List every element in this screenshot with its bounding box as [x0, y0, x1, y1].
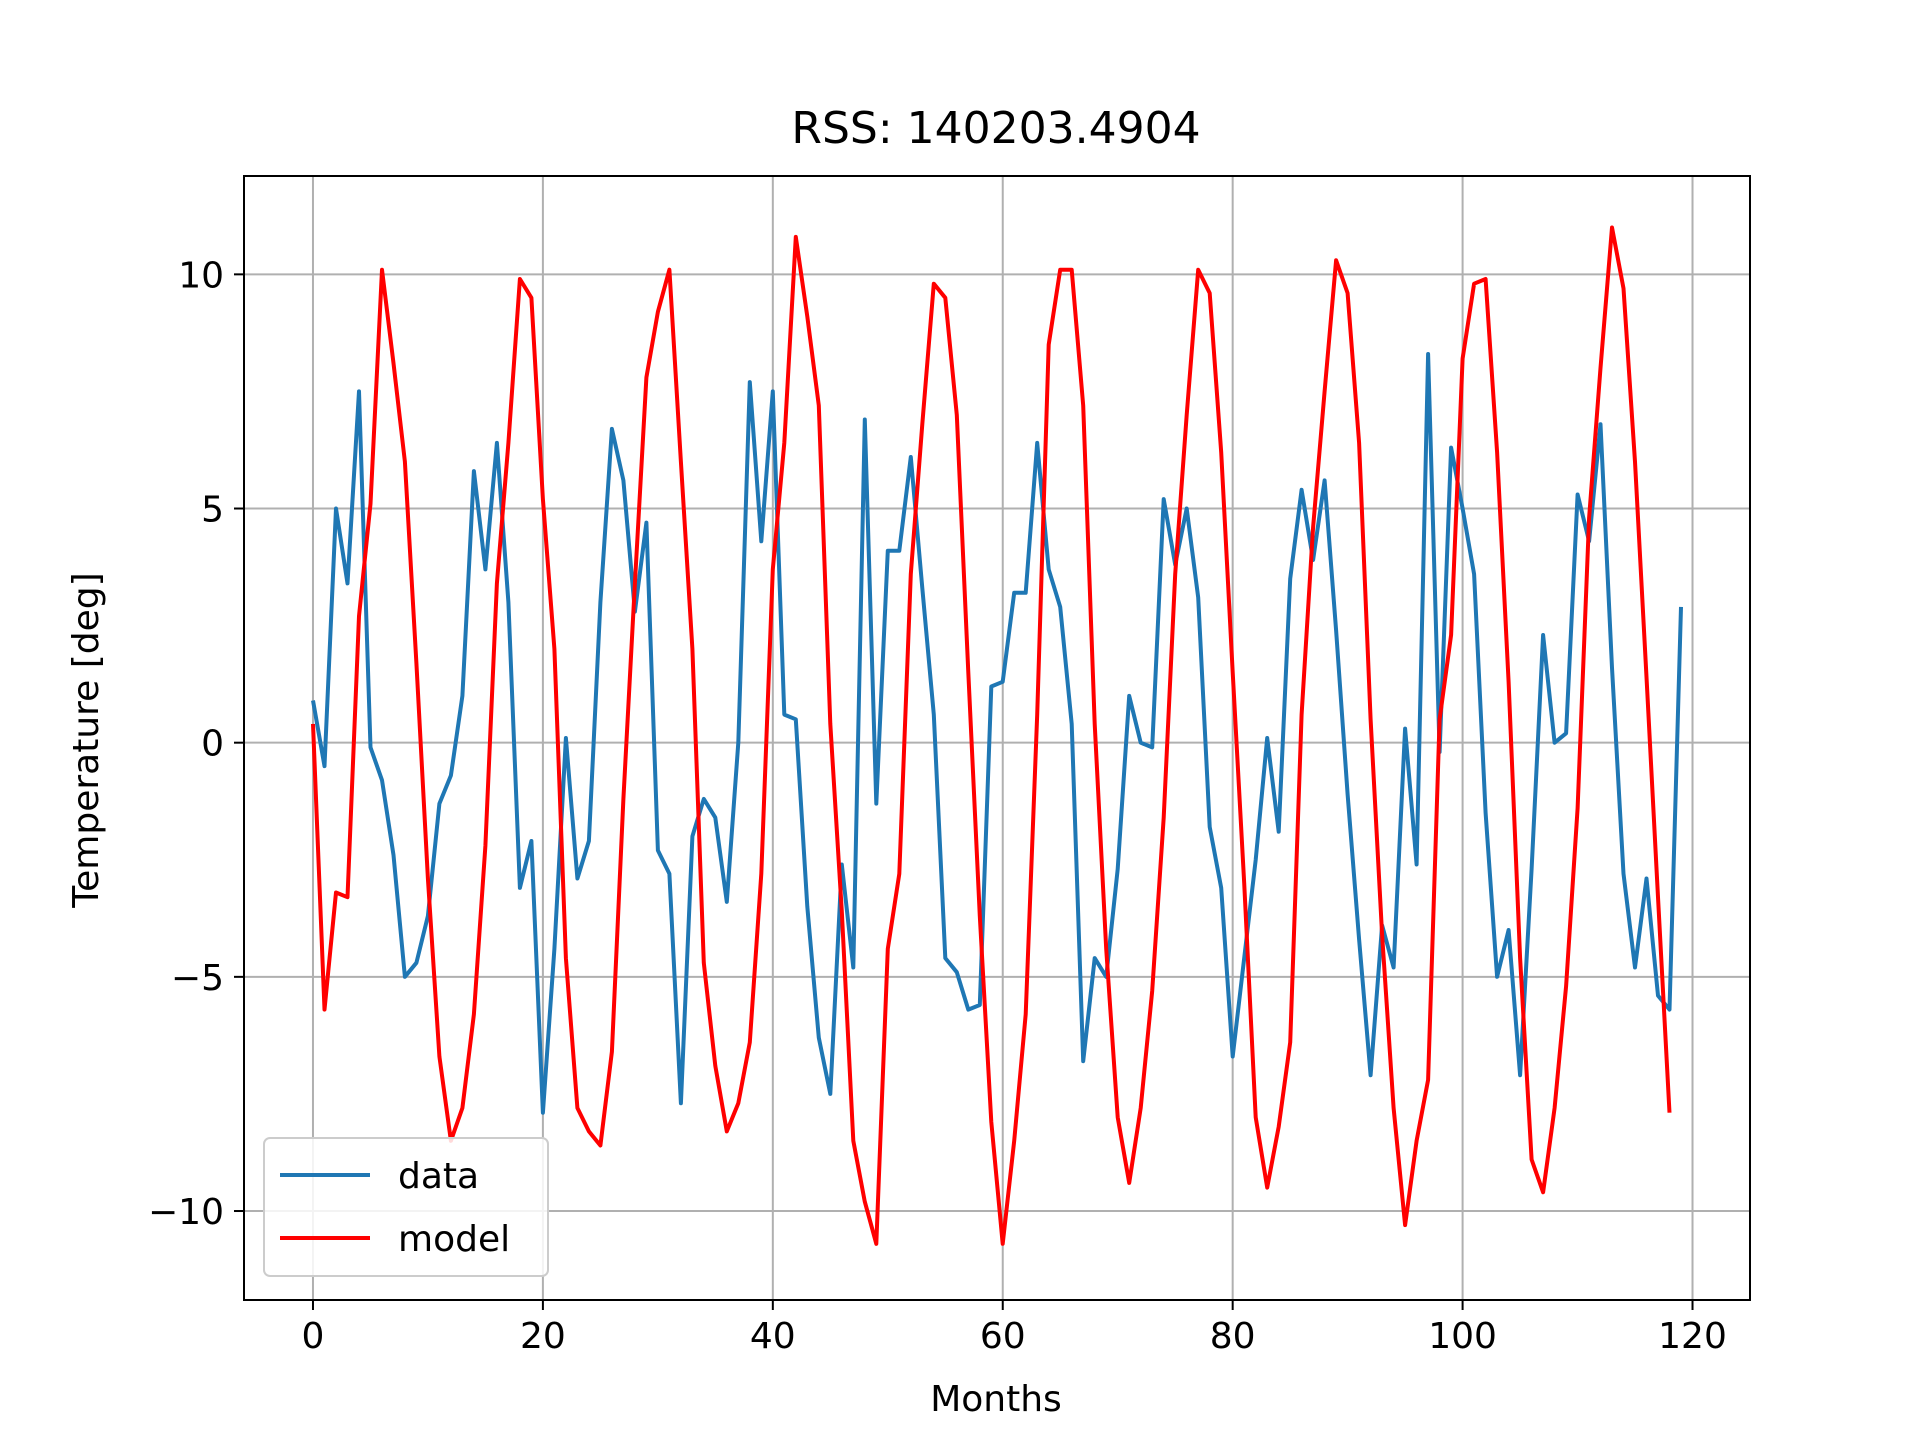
x-tick-label: 100 [1428, 1316, 1497, 1357]
x-tick-label: 20 [520, 1316, 566, 1357]
y-tick-label: −5 [171, 958, 224, 999]
legend-label-data: data [398, 1156, 479, 1197]
y-tick-label: 10 [178, 255, 224, 296]
y-axis-label: Temperature [deg] [66, 572, 107, 908]
legend-label-model: model [398, 1219, 510, 1260]
chart-title: RSS: 140203.4904 [791, 103, 1200, 154]
axis-ticks: 0 20 40 60 80 100 120 −10 −5 0 5 10 [148, 255, 1727, 1357]
series-line-model [311, 225, 1672, 1246]
plot-area-frame [243, 175, 1751, 1301]
y-tick-label: −10 [148, 1192, 224, 1233]
x-tick-label: 60 [980, 1316, 1026, 1357]
y-tick-label: 0 [201, 724, 224, 765]
series-line-data [311, 352, 1683, 1115]
legend: data model [263, 1137, 549, 1277]
x-tick-label: 80 [1210, 1316, 1256, 1357]
x-tick-label: 120 [1658, 1316, 1727, 1357]
series-layer [311, 225, 1683, 1246]
x-tick-label: 40 [750, 1316, 796, 1357]
x-axis-label: Months [930, 1379, 1062, 1420]
x-tick-label: 0 [302, 1316, 325, 1357]
y-tick-label: 5 [201, 490, 224, 531]
legend-box [263, 1137, 549, 1277]
